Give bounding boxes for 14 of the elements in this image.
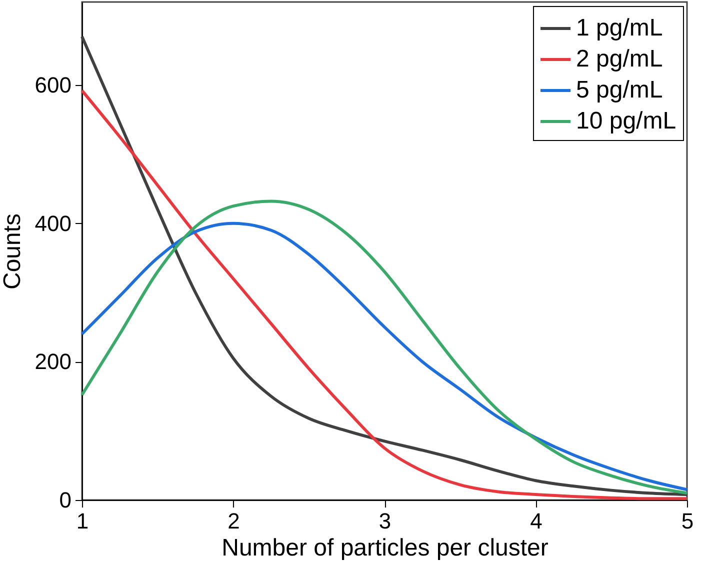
- x-tick-label: 2: [228, 508, 240, 534]
- y-tick-label: 200: [34, 349, 72, 374]
- legend-label: 5 pg/mL: [576, 76, 663, 104]
- x-tick-label: 3: [378, 508, 392, 534]
- y-tick-label: 0: [59, 488, 72, 512]
- y-tick-label: 600: [34, 72, 72, 98]
- legend-label: 10 pg/mL: [576, 108, 676, 134]
- x-tick-label: 4: [530, 508, 542, 534]
- y-axis-title: Counts: [0, 213, 26, 290]
- legend-label: 2 pg/mL: [576, 46, 663, 72]
- legend-label: 1 pg/mL: [576, 14, 663, 42]
- x-tick-label: 1: [76, 508, 89, 534]
- y-tick-label: 400: [34, 210, 72, 236]
- x-tick-label: 5: [681, 508, 694, 534]
